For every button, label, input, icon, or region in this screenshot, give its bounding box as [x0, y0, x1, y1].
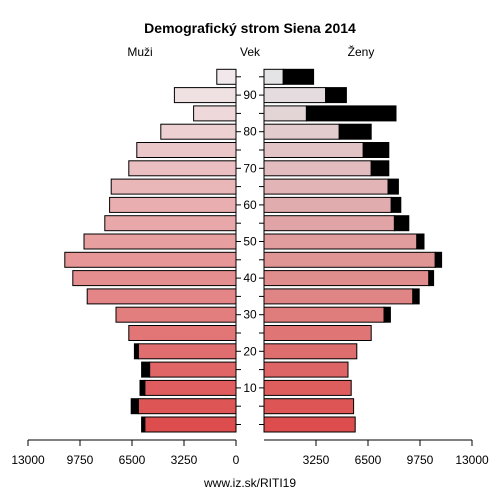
female-surplus-bar: [305, 105, 397, 122]
male-bar: [128, 160, 237, 177]
female-surplus-bar: [325, 87, 347, 104]
male-bar: [173, 87, 237, 104]
male-bar: [216, 68, 237, 85]
female-surplus-bar: [412, 288, 420, 305]
male-bar: [144, 416, 237, 433]
male-surplus-bar: [139, 379, 146, 396]
female-surplus-bar: [338, 123, 372, 140]
age-tick-label: 60: [243, 198, 257, 212]
female-bar: [263, 215, 395, 232]
male-bar: [144, 379, 237, 396]
age-axis-label: Vek: [240, 45, 261, 59]
female-bar: [263, 123, 340, 140]
age-tick-label: 20: [243, 344, 257, 358]
female-surplus-bar: [362, 142, 390, 158]
age-tick-label: 50: [243, 235, 257, 249]
male-bar: [83, 233, 237, 250]
male-bar: [86, 288, 237, 305]
x-tick-label: 3250: [303, 453, 330, 467]
footer-url[interactable]: www.iz.sk/RITI19: [203, 476, 296, 490]
female-bar: [263, 343, 358, 360]
male-surplus-bar: [141, 361, 151, 378]
female-bar: [263, 361, 349, 378]
female-surplus-bar: [383, 306, 391, 323]
male-surplus-bar: [141, 416, 146, 433]
male-bar: [193, 105, 237, 122]
male-label: Muži: [127, 45, 152, 59]
male-bar: [149, 361, 237, 378]
female-bar: [263, 251, 436, 268]
female-bar: [263, 105, 307, 122]
female-surplus-bar: [282, 68, 315, 85]
bars-layer: [64, 68, 443, 433]
male-bar: [160, 123, 237, 140]
female-surplus-bar: [393, 215, 410, 232]
female-surplus-bar: [370, 160, 390, 177]
male-bar: [137, 398, 237, 415]
female-label: Ženy: [348, 44, 375, 59]
female-bar: [263, 306, 385, 323]
female-bar: [263, 379, 352, 396]
age-tick-label: 70: [243, 161, 257, 175]
male-bar: [136, 142, 237, 158]
x-tick-label: 9750: [67, 453, 94, 467]
female-bar: [263, 178, 389, 195]
male-bar: [128, 325, 237, 341]
male-surplus-bar: [130, 398, 139, 415]
female-bar: [263, 270, 430, 287]
female-surplus-bar: [434, 251, 443, 268]
x-tick-label: 13000: [11, 453, 45, 467]
male-bar: [104, 215, 237, 232]
female-bar: [263, 196, 392, 213]
chart-title: Demografický strom Siena 2014: [144, 20, 356, 36]
x-tick-label: 3250: [171, 453, 198, 467]
x-tick-label: 0: [233, 453, 240, 467]
male-bar: [110, 178, 237, 195]
age-tick-label: 80: [243, 125, 257, 139]
female-bar: [263, 233, 418, 250]
female-bar: [263, 160, 372, 177]
x-tick-label: 6500: [119, 453, 146, 467]
female-bar: [263, 288, 414, 305]
axes-layer: 90 80 70 60 50 40 30 20 10 13000 9750 6500 3250 0 3250…: [11, 70, 489, 467]
female-surplus-bar: [390, 196, 402, 213]
male-bar: [64, 251, 237, 268]
female-surplus-bar: [416, 233, 425, 250]
male-bar: [115, 306, 237, 323]
female-bar: [263, 142, 364, 158]
female-bar: [263, 398, 355, 415]
female-surplus-bar: [387, 178, 399, 195]
male-bar: [72, 270, 237, 287]
male-bar: [137, 343, 237, 360]
male-bar: [109, 196, 237, 213]
male-surplus-bar: [133, 343, 139, 360]
x-tick-label: 6500: [355, 453, 382, 467]
x-tick-label: 9750: [407, 453, 434, 467]
female-bar: [263, 325, 372, 341]
age-tick-label: 90: [243, 88, 257, 102]
age-tick-label: 10: [243, 381, 257, 395]
age-tick-label: 40: [243, 271, 257, 285]
female-bar: [263, 68, 284, 85]
age-tick-label: 30: [243, 308, 257, 322]
female-bar: [263, 416, 356, 433]
female-bar: [263, 87, 327, 104]
female-surplus-bar: [428, 270, 435, 287]
x-tick-label: 13000: [455, 453, 489, 467]
